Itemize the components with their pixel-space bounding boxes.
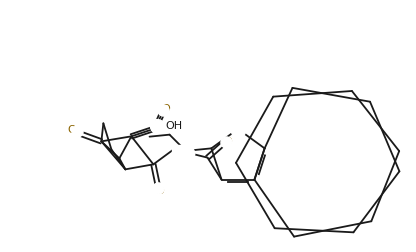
Text: O: O xyxy=(223,136,232,146)
Text: OH: OH xyxy=(166,121,183,131)
Text: O: O xyxy=(183,148,192,158)
Bar xyxy=(172,145,191,156)
Text: S: S xyxy=(234,124,242,137)
Text: O: O xyxy=(155,186,164,196)
Text: HN: HN xyxy=(173,146,190,156)
Text: O: O xyxy=(161,104,170,114)
Text: O: O xyxy=(67,125,76,135)
